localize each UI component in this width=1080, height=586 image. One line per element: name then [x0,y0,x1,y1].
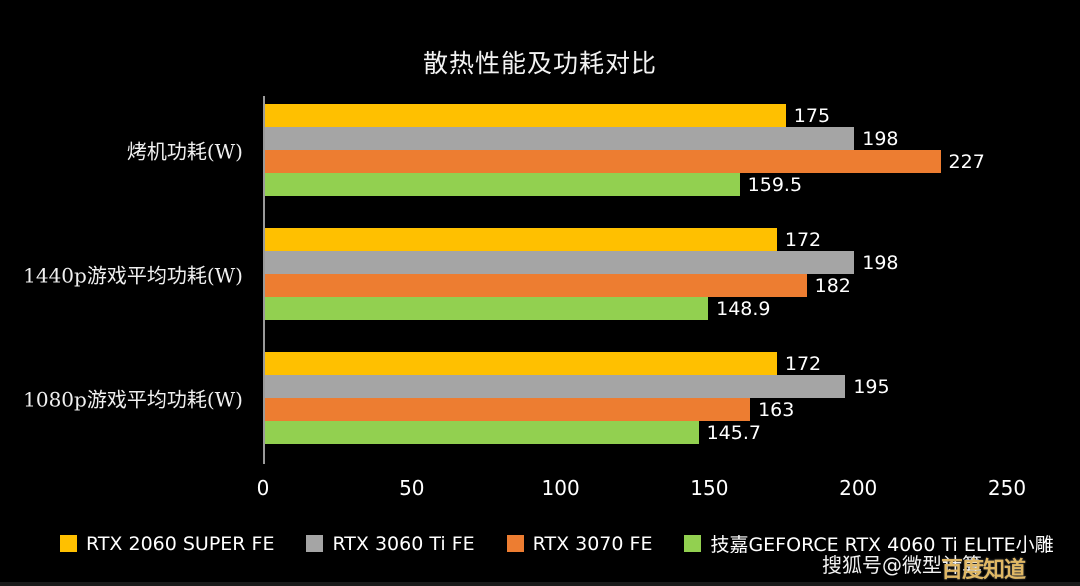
bar-row: 163 [263,398,1007,421]
bar-row: 198 [263,251,1007,274]
category-label: 1440p游戏平均功耗(W) [23,263,243,288]
x-tick-label: 50 [399,476,425,500]
bar[interactable] [265,104,786,127]
bar-row: 148.9 [263,297,1007,320]
legend-label: 技嘉GEFORCE RTX 4060 Ti ELITE小雕 [710,534,1054,556]
plot-area: 175 198 227 159.5 172 198 182 148.9 172 195 163 145… [263,96,1007,464]
x-tick-label: 100 [541,476,580,500]
bar-group: 172 195 163 145.7 [263,352,1007,444]
bar-value-label: 163 [758,398,795,421]
y-axis-line [263,96,265,464]
bar[interactable] [265,297,709,320]
legend-label: RTX 3060 Ti FE [332,532,475,555]
legend-color-swatch [684,535,702,552]
x-tick-label: 200 [839,476,878,500]
chart-title: 散热性能及功耗对比 [422,49,657,78]
bar-value-label: 148.9 [716,297,771,320]
legend-color-swatch [506,535,524,552]
bar-row: 159.5 [263,173,1007,196]
chart-legend: RTX 2060 SUPER FE RTX 3060 Ti FE RTX 3070 … [60,530,1080,557]
watermark-sohu: 搜狐号@微型计算 [822,553,982,577]
bar[interactable] [265,150,941,173]
bar[interactable] [265,228,777,251]
bottom-edge-strip [0,582,1080,586]
bar-value-label: 172 [784,228,822,251]
legend-color-swatch [306,535,324,552]
legend-item[interactable]: RTX 2060 SUPER FE [60,533,274,555]
bar-value-label: 227 [948,150,985,173]
bar[interactable] [265,375,846,398]
bar-value-label: 145.7 [706,421,761,444]
bar-row: 175 [263,104,1007,127]
bar-value-label: 182 [814,274,851,297]
legend-item[interactable]: RTX 3060 Ti FE [306,532,475,555]
x-tick-label: 150 [690,476,729,500]
bar-row: 227 [263,150,1007,173]
bar-value-label: 175 [793,104,831,127]
category-label: 1080p游戏平均功耗(W) [23,387,243,412]
bar[interactable] [265,421,699,444]
bar-row: 198 [263,127,1007,150]
bar-group: 175 198 227 159.5 [263,104,1007,196]
bar-row: 172 [263,352,1007,375]
watermark-baidu: 百度知道 [941,558,1026,583]
category-label: 烤机功耗(W) [126,139,243,164]
legend-label: RTX 2060 SUPER FE [86,532,275,555]
legend-item[interactable]: 技嘉GEFORCE RTX 4060 Ti ELITE小雕 [684,530,1054,557]
bar[interactable] [265,173,740,196]
bar[interactable] [265,274,807,297]
bar[interactable] [265,352,777,375]
bar-row: 182 [263,274,1007,297]
bar-value-label: 195 [853,375,890,398]
bar-value-label: 198 [862,251,899,274]
bar[interactable] [265,251,855,274]
bar[interactable] [265,127,855,150]
x-tick-label: 0 [256,476,270,500]
legend-label: RTX 3070 FE [532,532,653,555]
bar-value-label: 198 [862,127,899,150]
legend-color-swatch [60,535,77,552]
bar-value-label: 159.5 [747,173,803,196]
bar-value-label: 172 [784,352,822,375]
bar-row: 172 [263,228,1007,251]
x-tick-label: 250 [987,476,1027,500]
bar-group: 172 198 182 148.9 [263,228,1007,320]
bar[interactable] [265,398,751,421]
bar-row: 145.7 [263,421,1007,444]
legend-item[interactable]: RTX 3070 FE [506,532,653,555]
bar-row: 195 [263,375,1007,398]
